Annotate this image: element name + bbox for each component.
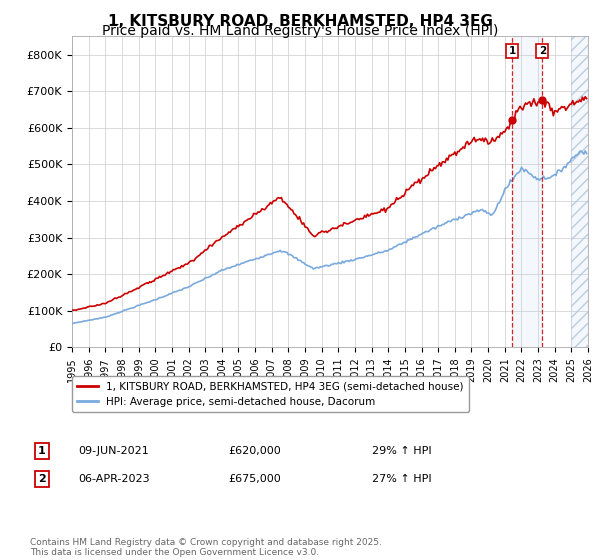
Text: Contains HM Land Registry data © Crown copyright and database right 2025.
This d: Contains HM Land Registry data © Crown c… [30,538,382,557]
Text: 1: 1 [508,46,516,56]
Text: 09-JUN-2021: 09-JUN-2021 [78,446,149,456]
Text: 29% ↑ HPI: 29% ↑ HPI [372,446,431,456]
Text: £675,000: £675,000 [228,474,281,484]
Text: 27% ↑ HPI: 27% ↑ HPI [372,474,431,484]
Text: 06-APR-2023: 06-APR-2023 [78,474,149,484]
Bar [571,36,588,347]
Bar [512,36,542,347]
Text: 1, KITSBURY ROAD, BERKHAMSTED, HP4 3EG: 1, KITSBURY ROAD, BERKHAMSTED, HP4 3EG [107,14,493,29]
Text: Price paid vs. HM Land Registry's House Price Index (HPI): Price paid vs. HM Land Registry's House … [102,24,498,38]
Legend: 1, KITSBURY ROAD, BERKHAMSTED, HP4 3EG (semi-detached house), HPI: Average price: 1, KITSBURY ROAD, BERKHAMSTED, HP4 3EG (… [72,376,469,412]
Text: 2: 2 [539,46,546,56]
Bar [571,36,588,347]
Text: 1: 1 [38,446,46,456]
Text: £620,000: £620,000 [228,446,281,456]
Text: 2: 2 [38,474,46,484]
